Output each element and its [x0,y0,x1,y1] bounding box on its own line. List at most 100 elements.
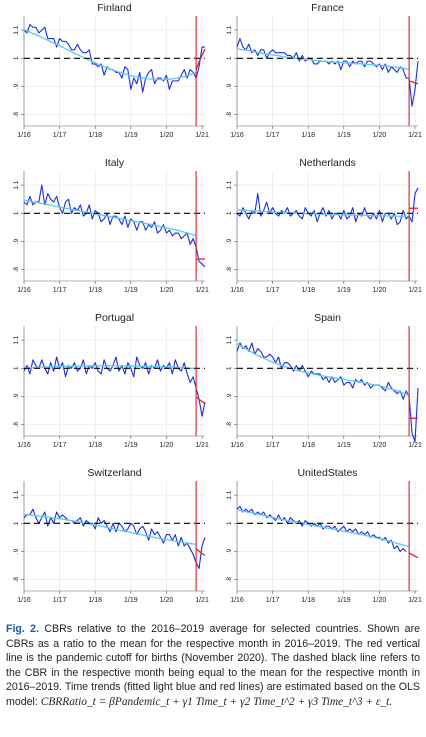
x-tick-label: 1/18 [301,597,315,604]
x-tick-label: 1/20 [160,442,174,449]
observed-line [236,505,407,553]
chart-spain: Spain .8 .9 1 1.1 1/16 1/17 1/18 1/19 1/20 1/21 [226,312,422,449]
x-tick-label: 1/19 [124,597,138,604]
x-tick-label: 1/19 [337,132,351,139]
trend-pre-line [23,29,197,81]
trend-pre-line [236,208,410,218]
chart-italy: Italy .8 .9 1 1.1 1/16 1/17 1/18 1/19 1/20 1/21 [13,157,209,294]
y-tick-label: 1.1 [226,25,233,34]
observed-line [23,508,206,569]
x-tick-label: 1/17 [266,597,280,604]
observed-line [236,38,419,107]
panel-title: Italy [105,157,125,169]
x-tick-label: 1/21 [195,287,209,294]
y-tick-label: 1.1 [13,490,20,499]
x-tick-label: 1/20 [160,287,174,294]
trend-pre-line [23,199,197,237]
x-tick-label: 1/18 [301,132,315,139]
panel-title: Finland [97,2,132,14]
x-tick-label: 1/18 [88,597,102,604]
caption-text: CBRs relative to the 2016–2019 average f… [6,623,420,708]
trend-pre-line [236,509,410,548]
trend-pre-line [23,513,197,545]
ols-model-formula: CBRRatio_t = βPandemic_t + γ1 Time_t + γ… [40,695,393,708]
x-tick-label: 1/16 [230,442,244,449]
y-tick-label: .9 [13,83,20,89]
y-tick-label: .9 [13,238,20,244]
observed-line [236,187,419,226]
x-tick-label: 1/20 [373,597,387,604]
x-tick-label: 1/21 [195,442,209,449]
x-tick-label: 1/17 [266,287,280,294]
y-tick-label: 1 [13,521,20,525]
x-tick-label: 1/16 [17,597,31,604]
trend-post-line [195,548,206,557]
figure-label: Fig. 2. [6,623,40,635]
y-tick-label: .9 [226,83,233,89]
panel-title: France [311,2,344,14]
x-tick-label: 1/19 [337,287,351,294]
x-tick-label: 1/21 [195,597,209,604]
y-tick-label: 1 [13,366,20,370]
panel-spain: Spain .8 .9 1 1.1 1/16 1/17 1/18 1/19 1/20 1/21 [213,310,426,468]
y-tick-label: 1 [13,56,20,60]
chart-switzerland: Switzerland .8 .9 1 1.1 1/16 1/17 1/18 1/19 1/20 1… [13,467,209,604]
trend-post-line [195,396,206,405]
x-tick-label: 1/20 [373,132,387,139]
trend-pre-line [236,48,410,70]
y-tick-label: .8 [13,577,20,583]
y-tick-label: 1.1 [226,335,233,344]
y-tick-label: .8 [226,577,233,583]
y-tick-label: .8 [13,112,20,118]
panel-france: France .8 .9 1 1.1 1/16 1/17 1/18 1/19 1/20 1/21 [213,0,426,158]
x-tick-label: 1/17 [266,442,280,449]
y-tick-label: 1 [226,56,233,60]
observed-line [23,184,206,268]
panel-finland: Finland .8 .9 1 1.1 1/16 1/17 1/18 1/19 1/20 1/21 [0,0,213,158]
trend-post-line [408,552,419,559]
x-tick-label: 1/19 [337,442,351,449]
x-tick-label: 1/16 [230,287,244,294]
observed-line [236,342,419,443]
x-tick-label: 1/21 [408,287,422,294]
chart-unitedstates: UnitedStates .8 .9 1 1.1 1/16 1/17 1/18 1/19 1/20… [226,467,422,604]
x-tick-label: 1/16 [17,442,31,449]
x-tick-label: 1/17 [53,287,67,294]
trend-pre-line [236,342,410,396]
y-tick-label: .9 [13,393,20,399]
x-tick-label: 1/19 [337,597,351,604]
chart-finland: Finland .8 .9 1 1.1 1/16 1/17 1/18 1/19 1/20 1/21 [13,2,209,139]
x-tick-label: 1/17 [266,132,280,139]
y-tick-label: .8 [13,267,20,273]
x-tick-label: 1/20 [160,597,174,604]
trend-pre-line [23,365,197,370]
y-tick-label: 1.1 [226,180,233,189]
x-tick-label: 1/18 [88,442,102,449]
x-tick-label: 1/18 [88,287,102,294]
panel-italy: Italy .8 .9 1 1.1 1/16 1/17 1/18 1/19 1/20 1/21 [0,155,213,313]
x-tick-label: 1/16 [230,597,244,604]
panel-portugal: Portugal .8 .9 1 1.1 1/16 1/17 1/18 1/19 1/20 1/21 [0,310,213,468]
y-tick-label: .9 [226,548,233,554]
panel-title: Portugal [95,312,134,324]
x-tick-label: 1/21 [408,597,422,604]
trend-post-line [408,80,419,85]
x-tick-label: 1/21 [195,132,209,139]
y-tick-label: .8 [226,112,233,118]
y-tick-label: .8 [226,267,233,273]
trend-post-line [195,48,206,70]
x-tick-label: 1/16 [17,287,31,294]
x-tick-label: 1/16 [17,132,31,139]
panel-title: Spain [314,312,341,324]
panel-title: UnitedStates [297,467,357,479]
x-tick-label: 1/19 [124,442,138,449]
x-tick-label: 1/21 [408,442,422,449]
y-tick-label: .8 [13,422,20,428]
chart-netherlands: Netherlands .8 .9 1 1.1 1/16 1/17 1/18 1/19 1/20 1… [226,157,422,294]
x-tick-label: 1/17 [53,442,67,449]
x-tick-label: 1/18 [88,132,102,139]
panel-title: Netherlands [299,157,356,169]
x-tick-label: 1/21 [408,132,422,139]
y-tick-label: 1 [226,211,233,215]
x-tick-label: 1/20 [373,287,387,294]
